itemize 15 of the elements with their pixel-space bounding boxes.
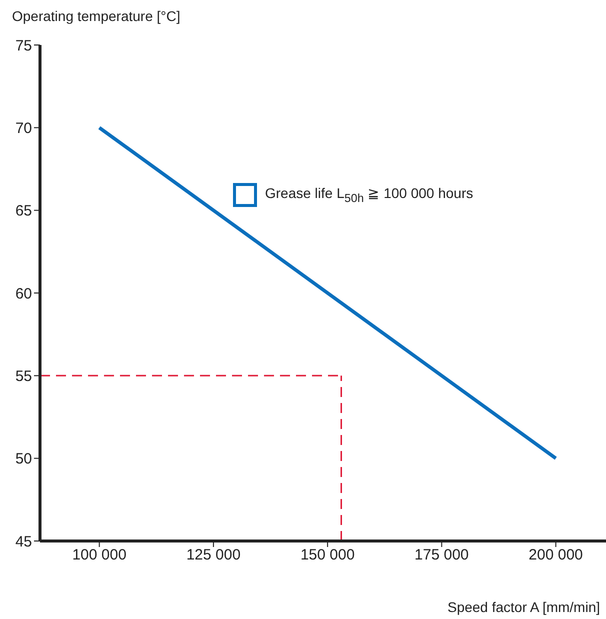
x-tick-label: 200 000	[528, 546, 583, 564]
y-tick-label: 50	[15, 450, 32, 468]
x-axis-title: Speed factor A [mm/min]	[447, 599, 600, 615]
legend-label: Grease life L$_{50h}$ ≧ 100 000 hours	[265, 185, 474, 205]
y-tick-label: 75	[15, 37, 32, 54]
x-tick-label: 150 000	[300, 546, 355, 564]
y-tick-label: 70	[15, 120, 32, 137]
y-tick-label: 60	[15, 285, 32, 302]
y-axis-title: Operating temperature [°C]	[12, 8, 180, 24]
x-tick-label: 100 000	[72, 546, 126, 564]
x-tick-label: 125 000	[186, 546, 241, 564]
x-tick-label: 175 000	[414, 546, 469, 564]
y-tick-label: 55	[15, 368, 32, 385]
y-tick-label: 45	[15, 533, 32, 550]
y-tick-label: 65	[15, 202, 32, 220]
